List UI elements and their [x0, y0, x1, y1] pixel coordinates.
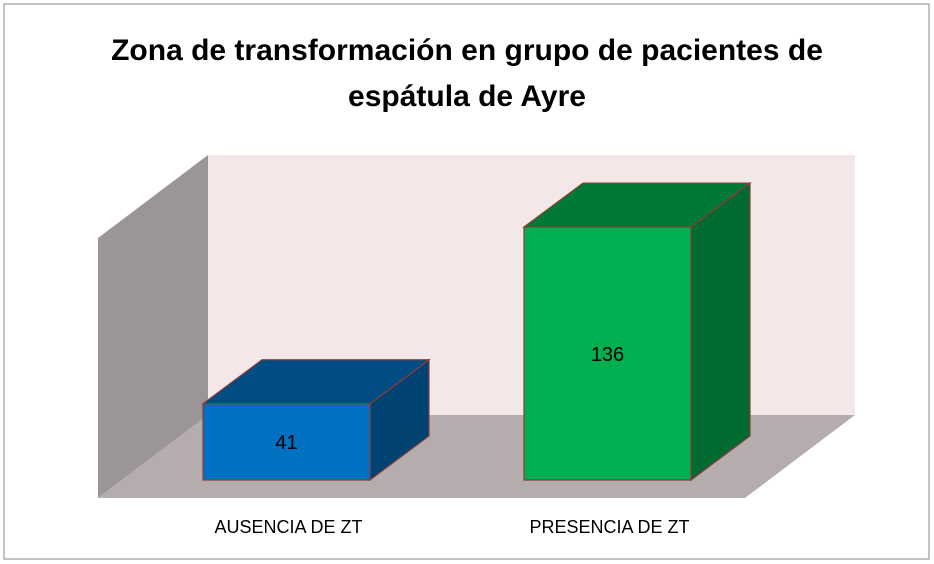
- bar-front: [523, 226, 692, 481]
- x-tick-label: AUSENCIA DE ZT: [214, 517, 362, 537]
- x-tick-label: PRESENCIA DE ZT: [529, 517, 689, 537]
- bar-front: [202, 403, 371, 481]
- bar-side: [690, 181, 751, 482]
- data-label: 136: [591, 344, 624, 366]
- bar: [201, 358, 431, 482]
- side-wall: [98, 155, 208, 498]
- bar: [522, 181, 752, 482]
- data-label: 41: [275, 432, 297, 454]
- chart-title: Zona de transformación en grupo de pacie…: [111, 34, 823, 113]
